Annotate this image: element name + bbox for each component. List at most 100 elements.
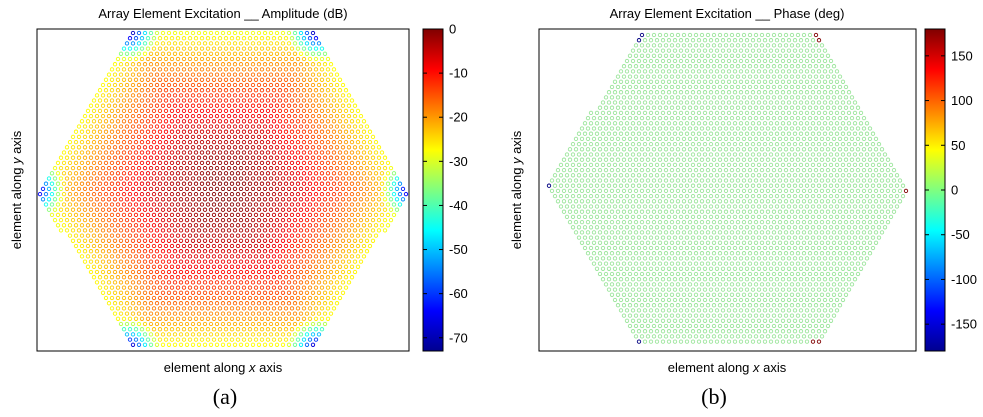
amplitude-element-marker [280,207,286,212]
amplitude-element-marker [340,124,346,129]
phase-element-marker [576,214,582,220]
phase-element-marker [756,90,762,95]
amplitude-element-marker [37,191,43,197]
amplitude-element-marker [292,82,298,88]
amplitude-element-marker [112,228,118,233]
phase-element-marker [690,162,696,168]
amplitude-element-marker [145,88,151,93]
phase-element-marker [756,38,762,43]
phase-element-marker [744,100,750,105]
phase-element-marker [681,147,687,152]
amplitude-element-marker [238,82,244,88]
phase-element-marker [837,199,843,204]
amplitude-element-marker [202,51,208,56]
amplitude-element-marker [202,124,208,129]
phase-element-marker [822,162,828,168]
amplitude-element-marker [292,280,298,285]
amplitude-element-marker [184,197,190,202]
amplitude-element-marker [316,165,322,171]
amplitude-element-marker [151,46,157,51]
amplitude-element-marker [226,228,232,233]
phase-element-marker [681,167,687,173]
amplitude-element-marker [301,337,307,342]
amplitude-element-marker [196,321,202,327]
phase-element-marker [780,193,786,199]
phase-element-marker [795,64,801,69]
phase-element-marker [630,235,636,240]
amplitude-element-marker [172,51,178,56]
amplitude-element-marker [247,264,253,269]
amplitude-element-marker [226,72,232,77]
phase-element-marker [813,64,819,69]
phase-element-marker [684,79,690,84]
amplitude-element-marker [265,171,271,176]
phase-element-marker [675,167,681,173]
amplitude-element-marker [136,51,142,56]
phase-element-marker [828,204,834,209]
amplitude-element-marker [337,191,343,197]
amplitude-element-marker [310,62,316,67]
amplitude-element-marker [52,165,58,171]
amplitude-element-marker [166,301,172,306]
amplitude-element-marker [169,46,175,51]
phase-element-marker [675,261,681,266]
phase-element-marker [612,162,618,168]
phase-element-marker [738,121,744,126]
amplitude-element-marker [349,202,355,207]
amplitude-element-marker [148,342,154,347]
phase-element-marker [843,105,849,110]
amplitude-element-marker [289,108,295,114]
amplitude-element-marker [352,124,358,129]
phase-element-marker [618,173,624,178]
phase-element-marker [576,235,582,240]
phase-element-marker [576,141,582,147]
amplitude-element-marker [304,217,310,223]
phase-element-marker [702,110,708,116]
phase-element-marker [660,69,666,74]
phase-element-marker [684,162,690,168]
phase-element-marker [753,136,759,142]
phase-element-marker [624,193,630,199]
phase-element-marker [627,53,633,58]
amplitude-element-marker [88,228,94,233]
phase-element-marker [762,193,768,199]
amplitude-element-marker [274,301,280,306]
amplitude-element-marker [82,259,88,264]
phase-element-marker [825,209,831,214]
phase-element-marker [765,126,771,131]
amplitude-element-marker [175,67,181,72]
phase-element-marker [780,204,786,209]
amplitude-element-marker [334,186,340,192]
phase-element-marker [774,152,780,157]
amplitude-element-marker [211,139,217,145]
amplitude-element-marker [319,202,325,207]
phase-element-marker [660,152,666,157]
amplitude-element-marker [118,93,124,98]
amplitude-element-marker [250,249,256,254]
phase-element-marker [582,162,588,168]
amplitude-element-marker [223,171,229,176]
phase-element-marker [744,256,750,261]
phase-element-marker [651,230,657,235]
phase-element-marker [792,183,798,188]
phase-element-marker [627,136,633,142]
amplitude-element-marker [277,150,283,155]
amplitude-element-marker [133,108,139,114]
phase-element-marker [846,100,852,105]
phase-element-marker [795,32,801,38]
amplitude-element-marker [235,150,241,155]
phase-element-marker [756,183,762,188]
phase-element-marker [630,266,636,271]
phase-element-marker [681,188,687,194]
phase-element-marker [612,131,618,136]
amplitude-element-marker [277,285,283,290]
amplitude-element-marker [172,30,178,36]
amplitude-element-marker [307,56,313,62]
amplitude-element-marker [106,280,112,285]
amplitude-element-marker [190,51,196,56]
amplitude-element-marker [253,327,259,332]
phase-element-marker [780,183,786,188]
amplitude-element-marker [199,56,205,62]
phase-element-marker [771,136,777,142]
amplitude-element-marker [106,259,112,264]
